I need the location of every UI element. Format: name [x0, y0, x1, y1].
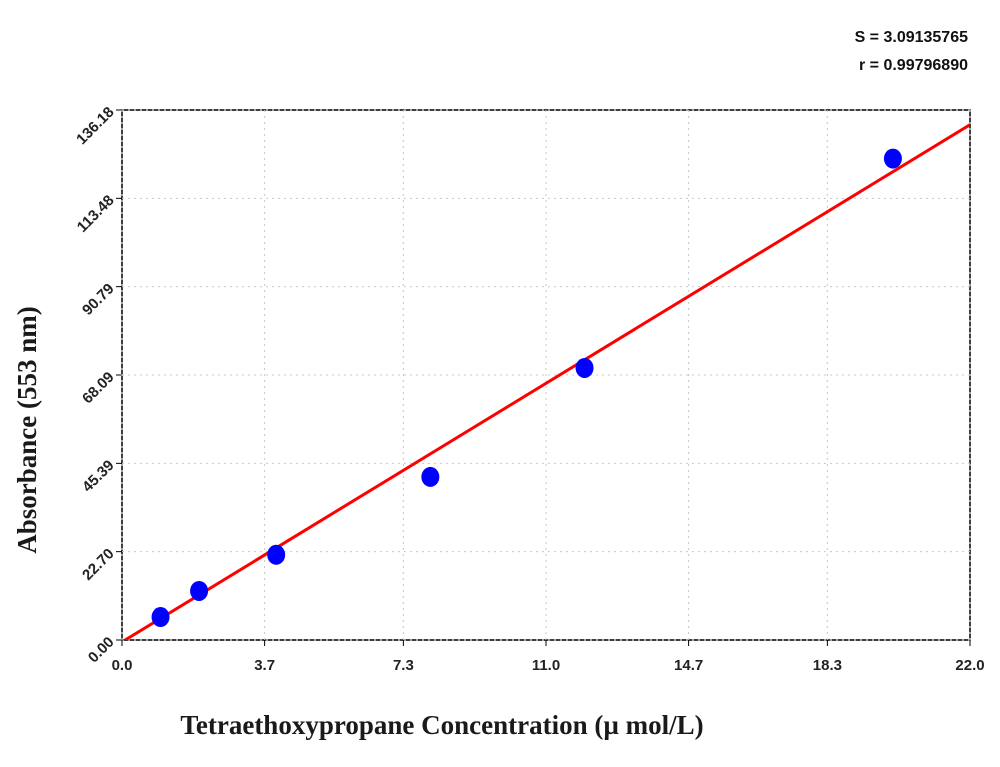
x-tick-label: 14.7 [674, 657, 703, 674]
data-point [575, 357, 594, 378]
data-point [883, 148, 902, 169]
x-axis-title: Tetraethoxypropane Concentration (µ mol/… [180, 710, 703, 740]
y-tick-label: 45.39 [79, 457, 118, 496]
y-tick-label: 90.79 [79, 280, 118, 319]
grid [116, 109, 971, 646]
data-point [151, 607, 170, 628]
y-tick-label: 113.48 [74, 192, 118, 236]
x-tick-label: 3.7 [254, 657, 275, 674]
x-tick-label: 22.0 [955, 657, 984, 674]
y-tick-label: 22.70 [79, 545, 118, 584]
annotation: S = 3.09135765 [855, 29, 969, 46]
data-point [421, 466, 440, 487]
y-axis-title: Absorbance (553 nm) [12, 306, 42, 554]
annotation: r = 0.99796890 [859, 57, 968, 74]
x-tick-label: 7.3 [393, 657, 414, 674]
x-tick-label: 0.0 [112, 657, 133, 674]
fit-line [122, 123, 970, 640]
x-tick-label: 18.3 [813, 657, 842, 674]
data-point [190, 580, 209, 601]
marks [122, 123, 970, 640]
y-tick-label: 68.09 [79, 369, 118, 408]
y-tick-label: 136.18 [73, 104, 117, 148]
x-tick-label: 11.0 [532, 657, 560, 674]
data-point [267, 544, 286, 565]
